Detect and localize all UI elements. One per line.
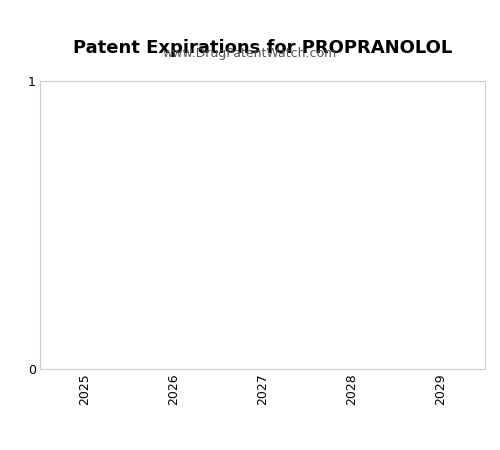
Text: www.DrugPatentWatch.com: www.DrugPatentWatch.com [163,47,337,60]
Title: Patent Expirations for PROPRANOLOL: Patent Expirations for PROPRANOLOL [73,39,452,57]
